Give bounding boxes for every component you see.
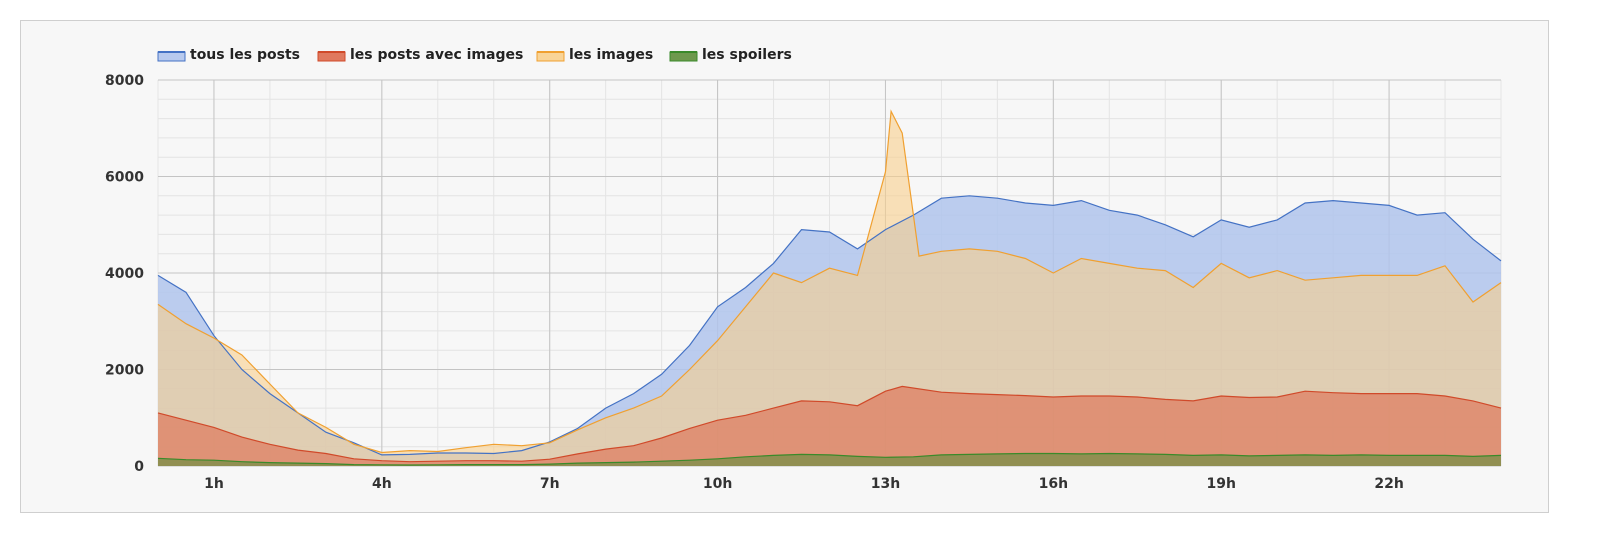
- legend: tous les posts les posts avec images les i…: [157, 47, 792, 63]
- y-tick-label: 8000: [105, 73, 144, 89]
- x-axis-ticks: 1h 4h 7h 10h 13h 16h 19h 22h: [204, 476, 1404, 492]
- series-area-2: [158, 386, 1501, 466]
- legend-swatch: [536, 51, 565, 62]
- legend-swatch: [157, 51, 186, 62]
- series-line-1: [157, 109, 1502, 454]
- legend-label: tous les posts: [190, 47, 300, 63]
- y-tick-label: 4000: [105, 266, 144, 282]
- y-axis-ticks: 0 2000 4000 6000 8000: [105, 73, 144, 475]
- x-tick-label: 4h: [372, 476, 392, 492]
- series-line-2: [157, 385, 1502, 463]
- legend-label: les images: [569, 47, 653, 63]
- x-tick-label: 1h: [204, 476, 224, 492]
- x-tick-label: 19h: [1206, 476, 1235, 492]
- legend-swatch: [317, 51, 346, 62]
- legend-item[interactable]: les images: [536, 47, 653, 63]
- legend-item[interactable]: tous les posts: [157, 47, 300, 63]
- series-areas: [158, 111, 1501, 467]
- legend-swatch: [669, 51, 698, 62]
- legend-label: les spoilers: [702, 47, 792, 63]
- y-tick-label: 0: [134, 459, 144, 475]
- series-area-1: [158, 111, 1501, 467]
- legend-item[interactable]: les spoilers: [669, 47, 792, 63]
- series-line-0: [157, 195, 1502, 456]
- legend-item[interactable]: les posts avec images: [317, 47, 523, 63]
- x-tick-label: 13h: [871, 476, 900, 492]
- series-line-3: [157, 452, 1502, 466]
- x-tick-label: 16h: [1039, 476, 1068, 492]
- y-tick-label: 6000: [105, 170, 144, 186]
- x-tick-label: 22h: [1374, 476, 1403, 492]
- y-tick-label: 2000: [105, 363, 144, 379]
- legend-label: les posts avec images: [350, 47, 523, 63]
- series-area-3: [158, 453, 1501, 466]
- series-lines: [157, 109, 1502, 466]
- x-tick-label: 7h: [540, 476, 560, 492]
- x-tick-label: 10h: [703, 476, 732, 492]
